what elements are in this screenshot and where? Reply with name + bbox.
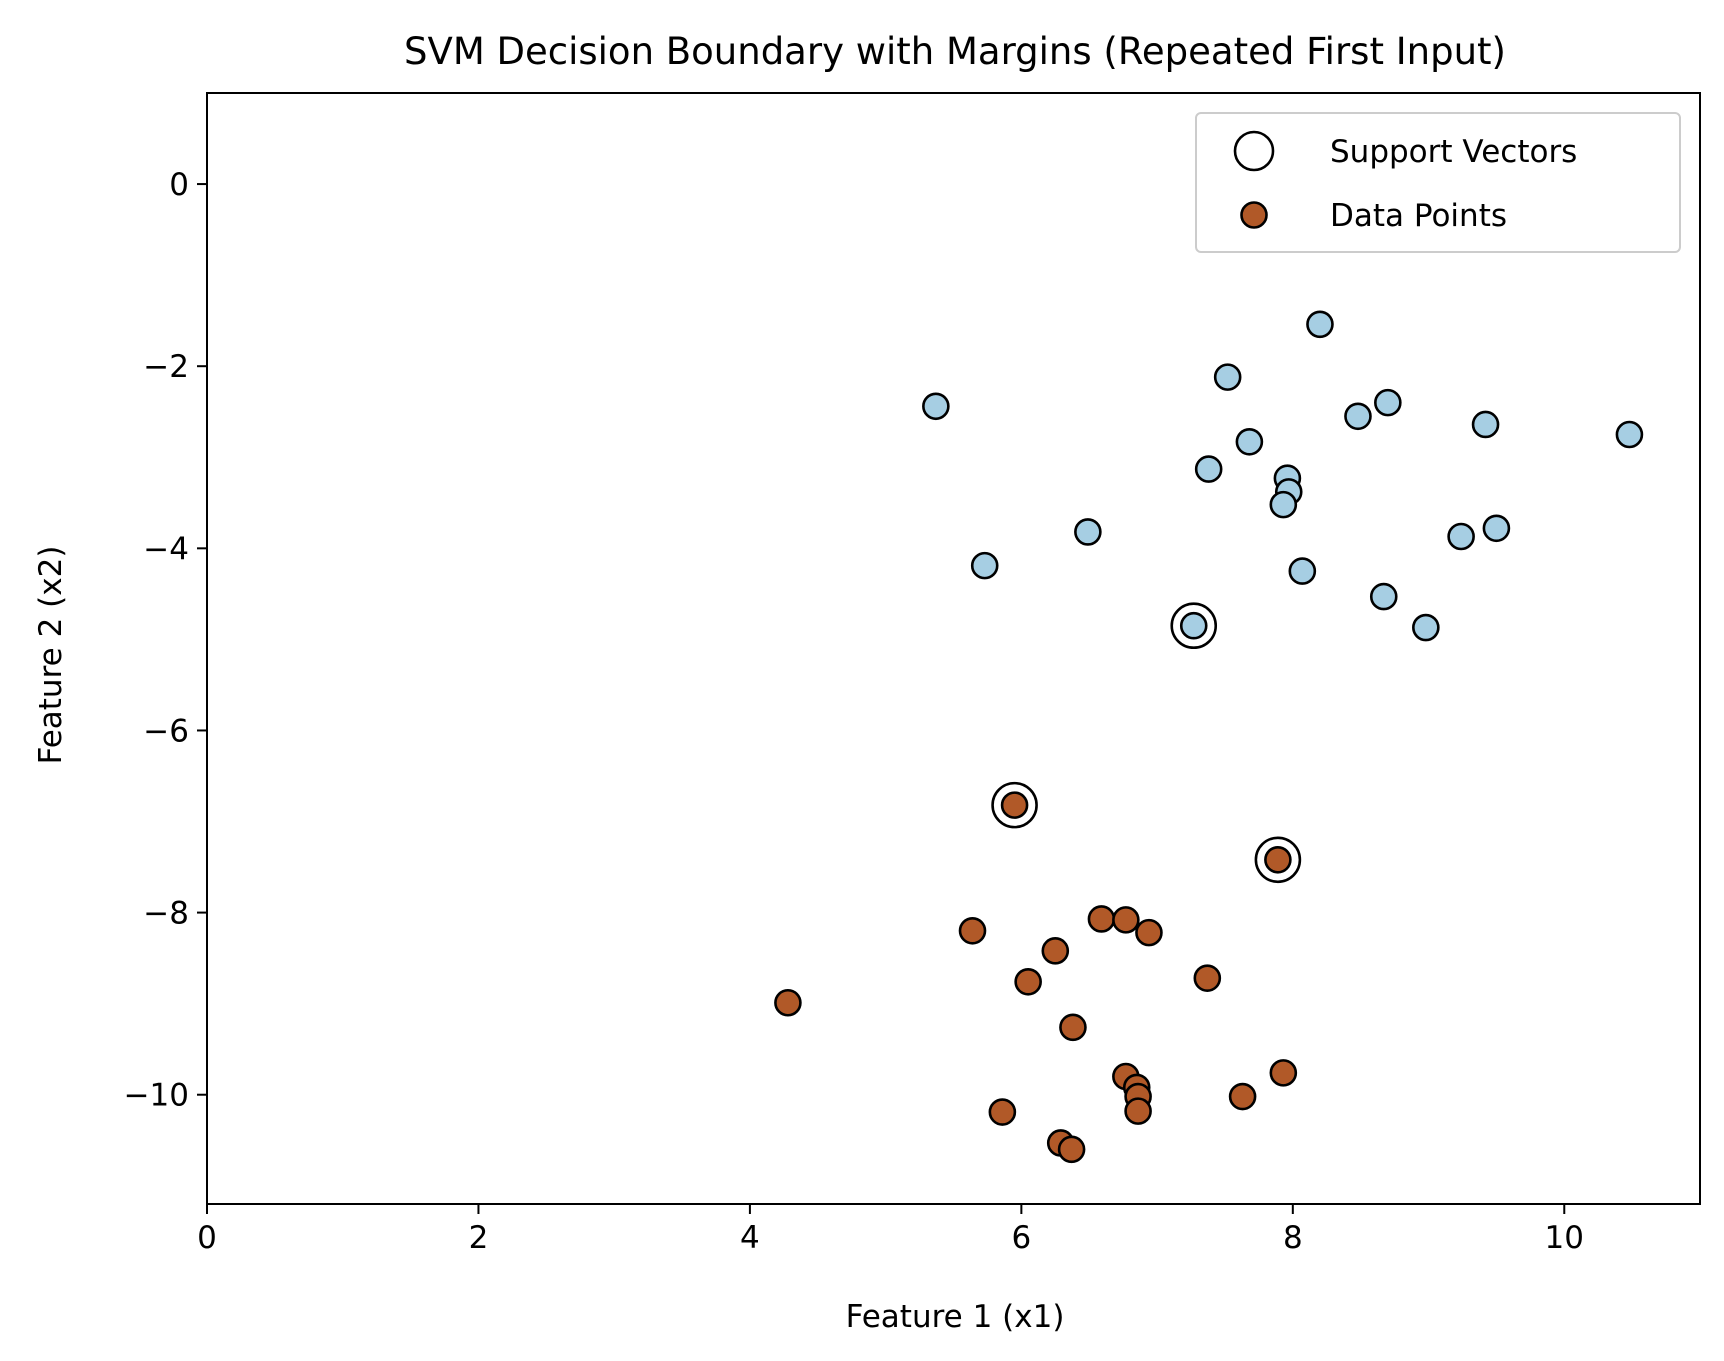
data-point-class-b [1014,967,1042,996]
legend-support-vector-icon [1233,130,1275,172]
support-vector-marker [1170,602,1218,650]
chart-title: SVM Decision Boundary with Margins (Repe… [404,30,1506,73]
data-point-class-b [1057,1135,1086,1164]
x-tick-label: 8 [1283,1220,1303,1256]
data-point-class-b [1228,1082,1257,1111]
y-tick-label: −4 [143,531,189,567]
axes-frame [206,92,1701,1205]
data-point-class-b [1135,918,1163,947]
y-tick-label: −10 [124,1078,189,1114]
legend-data-point-icon [1240,201,1268,229]
data-point-class-a [1374,388,1402,417]
data-point-class-a [1194,455,1223,483]
x-tick-label: 4 [740,1220,760,1256]
x-tick-label: 10 [1545,1220,1584,1256]
data-point-class-a [1288,557,1317,585]
legend-box [1195,112,1681,253]
data-point-class-b [1112,906,1140,934]
x-tick-label: 6 [1011,1220,1031,1256]
support-vector-marker [991,781,1038,829]
plot-area [774,310,1644,1164]
data-point-class-b [1059,1013,1087,1042]
data-point-class-a [1412,613,1440,642]
data-point-class-a [1615,420,1644,449]
data-point-class-b [774,988,802,1017]
data-point-class-a [1235,427,1264,456]
data-point-class-b [1087,905,1116,933]
data-point-class-b [1000,791,1029,819]
axes: 0 2 4 6 8 10 0 −2 −4 −6 −8 −10 [124,92,1701,1256]
data-point-class-a [1179,611,1208,640]
data-point-class-a [1482,514,1511,543]
data-point-class-a [1213,363,1242,391]
legend: Support Vectors Data Points [1195,112,1681,253]
data-point-class-a [1471,410,1500,439]
y-tick-label: −6 [143,713,189,749]
x-axis-label: Feature 1 (x1) [846,1299,1065,1335]
legend-label: Support Vectors [1330,134,1577,170]
data-point-class-a [1306,310,1334,339]
data-point-class-a [970,551,999,580]
data-point-class-b [1124,1097,1152,1125]
data-point-class-b [988,1098,1017,1126]
data-point-class-a [922,392,950,421]
data-point-class-b [1041,937,1070,965]
y-tick-label: −2 [143,349,189,385]
y-axis-label: Feature 2 (x2) [33,546,69,765]
y-tick-label: 0 [169,167,189,203]
data-point-class-b [1264,845,1292,874]
data-point-class-a [1344,402,1372,431]
data-point-class-a [1447,522,1475,551]
x-tick-label: 2 [469,1220,489,1256]
support-vector-marker [1254,836,1302,884]
data-point-class-a [1369,582,1398,611]
data-point-class-b [1193,964,1222,992]
y-tick-label: −8 [143,896,189,932]
x-tick-label: 0 [197,1220,217,1256]
data-point-class-a [1269,490,1298,519]
data-point-class-a [1074,518,1102,546]
data-point-class-b [1269,1059,1298,1087]
data-point-class-b [958,917,987,945]
legend-label: Data Points [1330,198,1507,234]
